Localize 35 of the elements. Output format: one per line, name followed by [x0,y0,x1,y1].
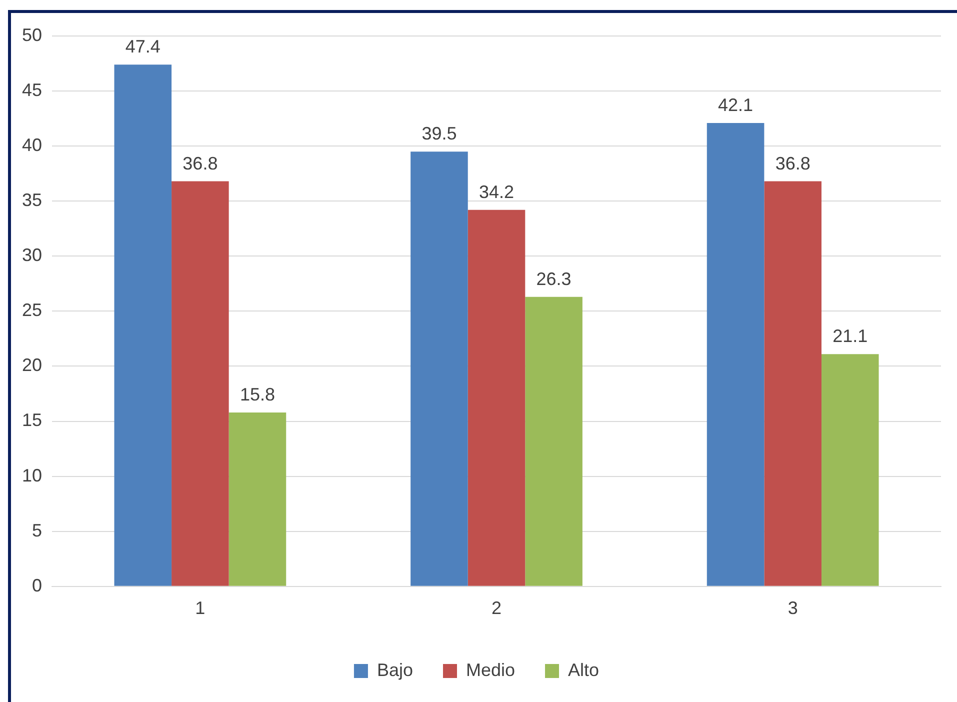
y-tick-label: 25 [22,300,42,320]
y-tick-label: 15 [22,410,42,430]
data-label: 36.8 [182,153,218,174]
bar [706,122,764,586]
data-label: 15.8 [240,384,275,404]
data-label: 21.1 [832,326,868,346]
x-tick-label: 1 [195,598,206,618]
y-tick-label: 45 [22,80,42,100]
bar [114,64,172,586]
bar [525,296,582,586]
y-tick-label: 20 [22,355,42,376]
x-tick-label: 2 [492,598,502,618]
data-label: 26.3 [536,268,572,289]
data-label: 39.5 [422,124,457,144]
data-label: 36.8 [775,153,810,174]
y-tick-label: 5 [32,520,42,540]
data-label: 42.1 [718,94,754,115]
y-tick-label: 40 [22,135,42,156]
data-label: 34.2 [478,182,514,202]
legend-label: Alto [568,660,600,680]
y-tick-label: 50 [22,24,42,45]
legend-label: Medio [466,660,516,680]
bar [821,354,879,586]
y-tick-label: 10 [22,465,42,486]
x-tick-label: 3 [788,598,798,618]
bar [172,181,229,586]
legend-label: Bajo [376,660,413,680]
y-tick-label: 0 [32,575,42,596]
y-tick-label: 30 [22,245,42,266]
bar [410,152,468,586]
bar [228,412,286,586]
bar [468,210,526,586]
data-label: 47.4 [125,36,160,57]
bar [764,181,822,586]
y-tick-label: 35 [22,190,42,210]
